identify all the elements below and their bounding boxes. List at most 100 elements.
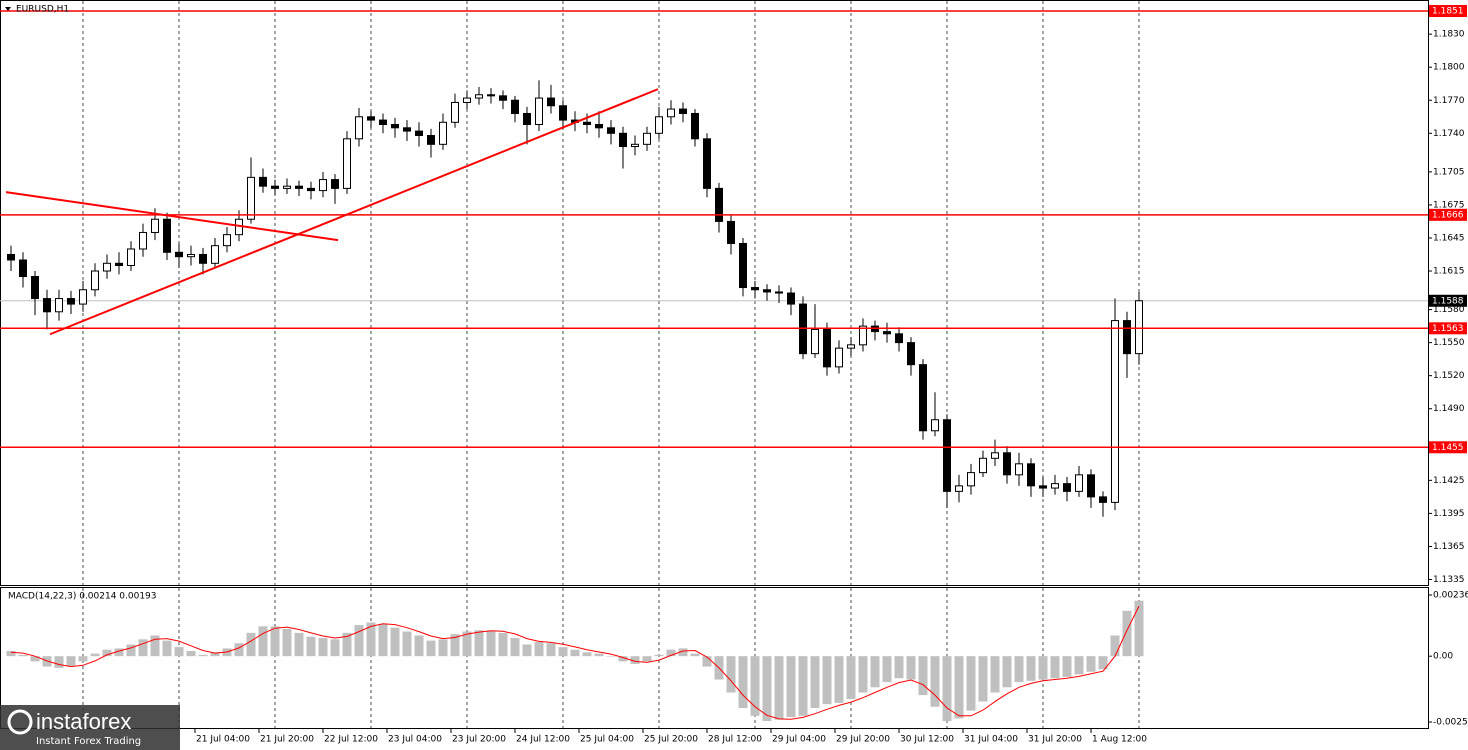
- candle-body: [499, 95, 507, 101]
- candle-body: [847, 344, 855, 349]
- level-label: 1.1851: [1432, 7, 1464, 17]
- macd-bar: [882, 656, 892, 683]
- macd-bar: [66, 656, 76, 667]
- macd-bar: [294, 632, 304, 657]
- candle-body: [127, 248, 135, 267]
- candle-body: [835, 347, 843, 368]
- x-tick-label: 31 Jul 20:00: [1028, 735, 1082, 745]
- level-label-bg: [1429, 5, 1467, 18]
- candle-body: [1123, 320, 1131, 355]
- x-tick-label: 25 Jul 04:00: [580, 735, 634, 745]
- candle-body: [115, 262, 123, 267]
- candle-body: [79, 289, 87, 305]
- macd-bar: [342, 632, 352, 657]
- candle-body: [7, 253, 15, 261]
- y-tick-label: 1.1615: [1433, 267, 1465, 277]
- macd-bar: [258, 626, 268, 657]
- y-tick-label: 1.1830: [1433, 30, 1465, 40]
- candle-body: [727, 220, 735, 244]
- level-label-bg: [1429, 208, 1467, 221]
- candle-body: [511, 99, 519, 114]
- macd-label: MACD(14,22,3) 0.00214 0.00193: [8, 592, 157, 602]
- macd-bar: [894, 656, 904, 679]
- level-label: 1.1666: [1432, 210, 1464, 220]
- y-tick-label: 1.1675: [1433, 200, 1465, 210]
- macd-bar: [1014, 656, 1024, 683]
- candle-body: [739, 242, 747, 289]
- macd-bar: [498, 632, 508, 657]
- candle-body: [1015, 463, 1023, 476]
- logo-tagline: Instant Forex Trading: [36, 736, 141, 747]
- level-label-bg: [1429, 441, 1467, 454]
- candle-body: [931, 419, 939, 432]
- candle-body: [355, 116, 363, 140]
- macd-bar: [1110, 635, 1120, 657]
- candle-body: [979, 457, 987, 474]
- candle-body: [691, 112, 699, 140]
- candle-body: [991, 452, 999, 459]
- macd-bar: [834, 656, 844, 703]
- logo-name: instaforex: [36, 709, 131, 734]
- macd-bar: [378, 623, 388, 657]
- level-label-bg: [1429, 322, 1467, 335]
- macd-bar: [1098, 656, 1108, 670]
- macd-bar: [750, 656, 760, 716]
- last-price-label-bg: [1429, 294, 1467, 307]
- macd-bar: [618, 656, 628, 662]
- y-tick-label: 1.1740: [1433, 129, 1465, 139]
- y-tick-label: 1.1520: [1433, 371, 1465, 381]
- macd-bar: [822, 656, 832, 705]
- candle-body: [859, 325, 867, 346]
- macd-bar: [474, 630, 484, 657]
- candle-body: [811, 328, 819, 355]
- last-price-label: 1.1588: [1432, 296, 1464, 306]
- macd-bar: [318, 638, 328, 657]
- macd-bar: [1062, 656, 1072, 677]
- signal-line: [10, 605, 1140, 720]
- macd-bar: [918, 656, 928, 696]
- y-tick-label: 1.1395: [1433, 509, 1465, 519]
- candle-body: [619, 132, 627, 148]
- x-tick-label: 1 Aug 12:00: [1092, 735, 1147, 745]
- y-tick-label: 1.1365: [1433, 542, 1465, 552]
- y-tick-label: 1.1425: [1433, 476, 1465, 486]
- candle-body: [307, 187, 315, 192]
- x-tick-label: 23 Jul 04:00: [388, 735, 442, 745]
- x-tick-label: 22 Jul 12:00: [324, 735, 378, 745]
- macd-bar: [678, 648, 688, 657]
- candle-body: [91, 270, 99, 291]
- candle-body: [415, 130, 423, 137]
- candle-body: [1135, 300, 1143, 355]
- candle-body: [1087, 474, 1095, 498]
- plot-layer: [0, 1, 1428, 728]
- macd-bar: [1050, 656, 1060, 679]
- macd-bar: [1026, 656, 1036, 681]
- y-tick-label: 1.1770: [1433, 96, 1465, 106]
- y-tick-label: 1.1800: [1433, 63, 1465, 73]
- macd-bar: [18, 654, 28, 657]
- macd-bar: [246, 632, 256, 657]
- macd-bar: [594, 653, 604, 657]
- candle-body: [787, 292, 795, 305]
- macd-bar: [6, 651, 16, 657]
- macd-bar: [606, 656, 616, 657]
- macd-bar: [438, 639, 448, 657]
- candle-body: [643, 132, 651, 145]
- candle-body: [31, 276, 39, 300]
- candle-body: [43, 298, 51, 313]
- macd-bar: [486, 630, 496, 657]
- candle-body: [271, 185, 279, 189]
- macd-bar: [1002, 656, 1012, 688]
- candle-body: [823, 328, 831, 368]
- candle-body: [367, 116, 375, 121]
- macd-bar: [906, 656, 916, 680]
- macd-bar: [366, 622, 376, 657]
- macd-bar: [870, 656, 880, 688]
- macd-bar: [1134, 600, 1144, 657]
- macd-bar: [522, 644, 532, 657]
- x-tick-label: 29 Jul 04:00: [772, 735, 826, 745]
- macd-bar: [306, 636, 316, 657]
- candle-body: [703, 138, 711, 189]
- macd-bar: [726, 656, 736, 693]
